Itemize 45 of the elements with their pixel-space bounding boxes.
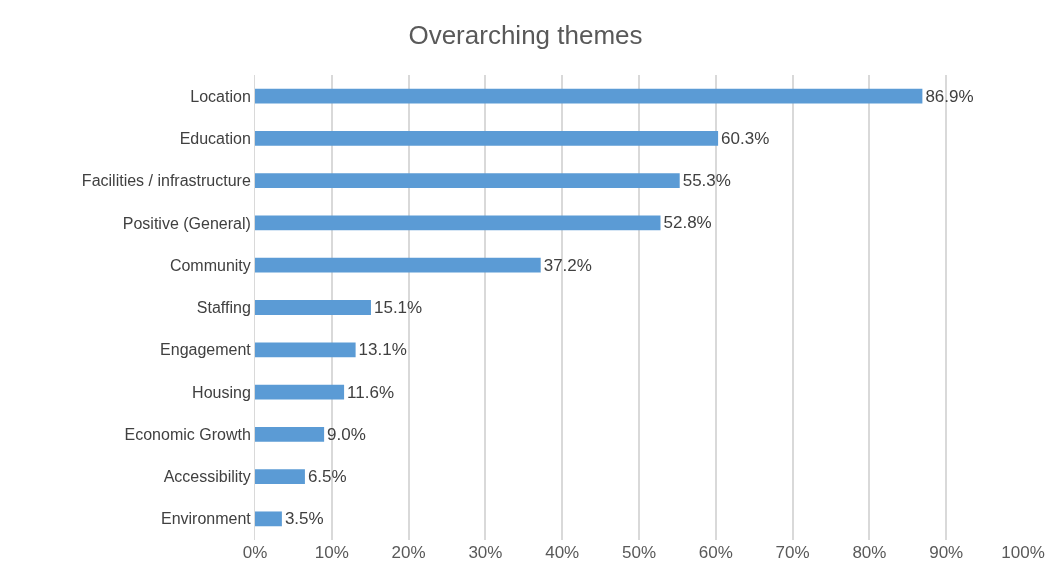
y-tick-label: Education bbox=[179, 130, 251, 148]
y-tick-label: Economic Growth bbox=[124, 425, 251, 443]
data-label: 86.9% bbox=[925, 86, 974, 106]
data-label: 55.3% bbox=[682, 171, 731, 191]
bar bbox=[255, 88, 923, 104]
bar bbox=[255, 173, 680, 189]
y-tick-label: Engagement bbox=[160, 341, 252, 359]
x-tick-label: 50% bbox=[621, 543, 657, 562]
x-tick-label: 20% bbox=[391, 543, 426, 562]
y-tick-label: Staffing bbox=[196, 299, 251, 317]
x-tick-label: 0% bbox=[242, 543, 268, 562]
data-label: 13.1% bbox=[358, 340, 407, 360]
bar bbox=[255, 131, 719, 146]
x-tick-label: 90% bbox=[929, 543, 964, 562]
data-label: 15.1% bbox=[373, 298, 423, 317]
x-tick-label: 30% bbox=[468, 543, 503, 562]
data-label: 6.5% bbox=[307, 467, 347, 487]
x-tick-label: 100% bbox=[1001, 543, 1045, 562]
bar bbox=[255, 469, 305, 484]
x-tick-label: 70% bbox=[775, 543, 810, 562]
y-tick-label: Location bbox=[190, 87, 251, 105]
bar bbox=[255, 300, 371, 315]
y-tick-label: Positive (General) bbox=[122, 214, 251, 232]
data-label: 60.3% bbox=[721, 128, 770, 148]
x-tick-label: 80% bbox=[852, 543, 887, 562]
data-label: 3.5% bbox=[284, 509, 324, 529]
data-label: 52.8% bbox=[663, 213, 712, 233]
data-label: 9.0% bbox=[327, 424, 366, 444]
bar bbox=[255, 342, 356, 358]
y-tick-label: Housing bbox=[192, 383, 251, 401]
bar bbox=[255, 384, 345, 400]
y-tick-label: Facilities / infrastructure bbox=[81, 172, 251, 190]
x-tick-label: 40% bbox=[545, 543, 580, 562]
x-tick-label: 60% bbox=[698, 543, 733, 562]
data-label: 37.2% bbox=[543, 255, 592, 275]
y-tick-label: Community bbox=[169, 256, 251, 274]
bar bbox=[255, 511, 282, 527]
y-tick-label: Environment bbox=[160, 510, 252, 528]
x-tick-label: 10% bbox=[314, 543, 349, 562]
data-label: 11.6% bbox=[347, 382, 395, 402]
bar bbox=[255, 426, 325, 442]
bar bbox=[255, 215, 661, 231]
y-tick-label: Accessibility bbox=[163, 468, 251, 486]
bar bbox=[255, 257, 541, 273]
chart-title: Overarching themes bbox=[408, 20, 643, 51]
